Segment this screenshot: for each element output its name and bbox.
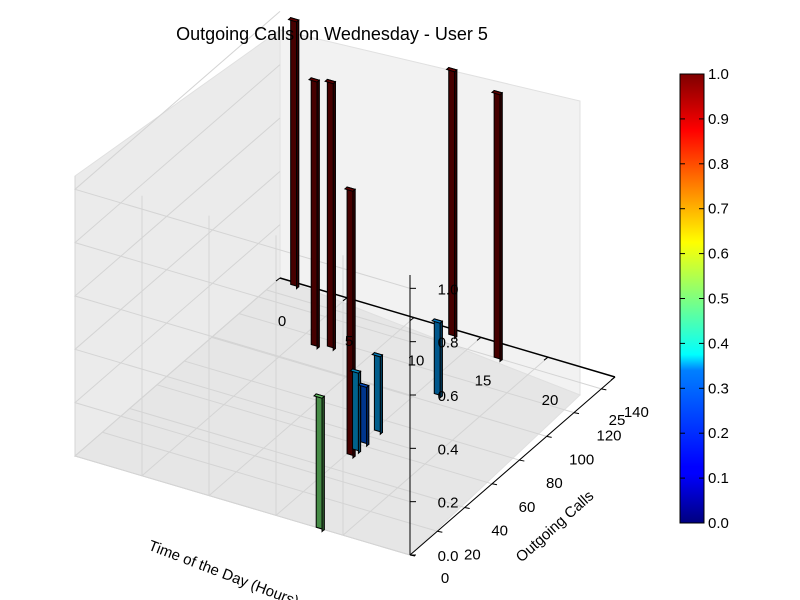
- bar: [324, 78, 337, 352]
- gridline-x: [342, 356, 549, 536]
- gridline-y: [129, 408, 465, 509]
- colorbar-tick-label: 0.8: [708, 156, 729, 173]
- bar: [357, 382, 370, 448]
- bar-top-face: [312, 393, 326, 399]
- gridline-z: [73, 117, 411, 396]
- bar-side-face: [316, 79, 320, 350]
- z-tick-label: 0.0: [438, 548, 459, 565]
- gridline-z: [73, 277, 411, 556]
- x-tick-label: 20: [542, 392, 559, 409]
- bar: [431, 318, 444, 399]
- x-tick: [409, 317, 415, 322]
- bar-top-face: [287, 17, 300, 23]
- bar-top-face: [371, 352, 384, 358]
- bar-top-face: [324, 78, 337, 85]
- bar-side-face: [439, 320, 443, 399]
- bar: [307, 77, 321, 350]
- gridline-z: [73, 224, 411, 503]
- y-tick: [491, 483, 498, 486]
- bar-top-face: [490, 89, 504, 96]
- y-tick: [601, 388, 607, 391]
- bar: [287, 16, 300, 290]
- y-tick-label: 140: [624, 404, 649, 421]
- x-tick-label: 10: [408, 353, 425, 370]
- bar: [312, 393, 326, 533]
- x-tick: [275, 277, 281, 282]
- chart-title: Outgoing Calls on Wednesday - User 5: [176, 24, 488, 44]
- colorbar-tick-label: 0.0: [708, 515, 729, 532]
- x-tick: [543, 356, 549, 361]
- bar-top-face: [307, 77, 321, 83]
- bar: [490, 89, 504, 363]
- bar-side-face: [379, 353, 383, 436]
- x-axis-label: Time of the Day (Hours): [146, 537, 301, 600]
- z-tick-label: 0.4: [438, 441, 459, 458]
- y-tick-label: 80: [546, 475, 563, 492]
- y-tick-label: 120: [596, 428, 621, 445]
- x-tick-label: 5: [345, 333, 353, 350]
- gridline-x: [208, 317, 415, 496]
- bar-side-face: [321, 395, 325, 533]
- y-axis-line: [409, 376, 616, 556]
- bar: [371, 351, 384, 436]
- bar-top-face: [445, 67, 458, 73]
- bar-side-face: [332, 80, 336, 352]
- gridline-z: [73, 64, 411, 343]
- y-tick-label: 60: [519, 499, 536, 516]
- colorbar-tick-label: 1.0: [708, 66, 729, 83]
- z-tick-label: 0.8: [438, 335, 459, 352]
- y-tick-label: 100: [569, 451, 594, 468]
- x-tick-label: 25: [609, 412, 626, 429]
- y-tick-label: 0: [441, 570, 449, 587]
- bar: [445, 66, 458, 340]
- bar-top-face: [357, 382, 370, 388]
- bar-top-face: [343, 186, 357, 192]
- colorbar-tick-label: 0.9: [708, 111, 729, 128]
- colorbar-tick-label: 0.3: [708, 380, 729, 397]
- bar-side-face: [366, 384, 370, 448]
- y-tick: [573, 412, 580, 415]
- x-tick: [610, 376, 616, 381]
- gridline-y: [238, 313, 575, 414]
- bar-top-face: [431, 318, 444, 324]
- y-tick: [464, 507, 470, 510]
- gridline-z: [73, 170, 411, 449]
- x-tick: [476, 336, 482, 341]
- y-tick: [519, 459, 525, 462]
- z-tick-label: 0.2: [438, 495, 459, 512]
- colorbar-tick-label: 0.2: [708, 425, 729, 442]
- colorbar-tick-label: 0.6: [708, 246, 729, 263]
- y-tick: [546, 435, 552, 438]
- bars-layer: [287, 16, 504, 533]
- y-tick-label: 40: [491, 523, 508, 540]
- x-tick-label: 15: [475, 372, 492, 389]
- z-tick-label: 0.6: [438, 388, 459, 405]
- bar-side-face: [499, 91, 503, 363]
- colorbar-tick-label: 0.4: [708, 335, 729, 352]
- colorbar: 0.0 0.1 0.2 0.3 0.4 0.5 0.6 0.7 0.8 0.9 1.0: [679, 66, 729, 532]
- bar-side-face: [296, 18, 300, 290]
- bar-top-face: [349, 368, 362, 374]
- x-tick: [342, 297, 348, 302]
- colorbar-tick-label: 0.5: [708, 291, 729, 308]
- colorbar-ticks: 0.0 0.1 0.2 0.3 0.4 0.5 0.6 0.7 0.8 0.9 1.0: [680, 66, 729, 532]
- y-tick-label: 20: [464, 546, 481, 563]
- y-tick: [437, 530, 443, 533]
- x-tick-label: 0: [278, 313, 286, 330]
- gridline-y: [102, 431, 438, 532]
- colorbar-tick-label: 0.7: [708, 201, 729, 218]
- colorbar-tick-label: 0.1: [708, 470, 729, 487]
- z-tick-label: 1.0: [438, 281, 459, 298]
